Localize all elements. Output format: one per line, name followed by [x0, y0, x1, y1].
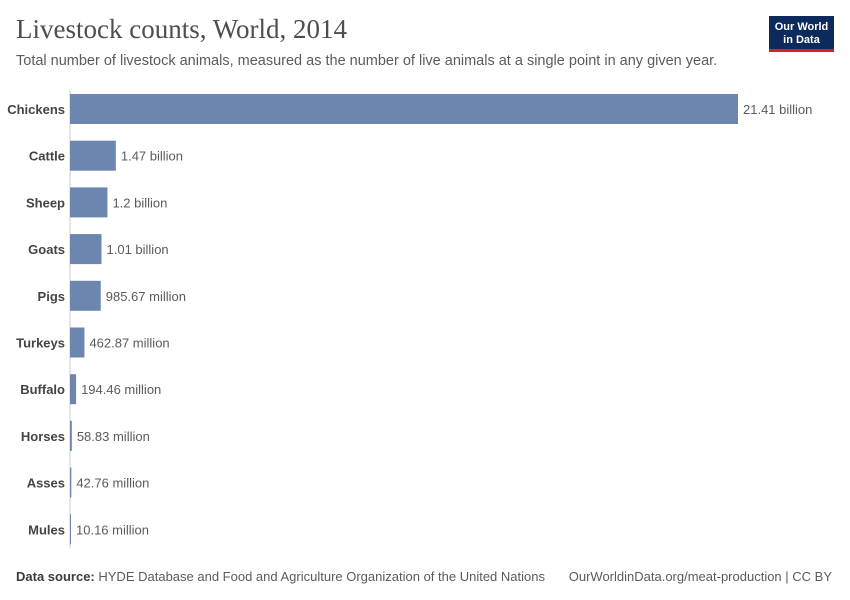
value-label: 1.47 billion: [121, 149, 183, 164]
value-label: 1.01 billion: [107, 242, 169, 257]
bar-pigs[interactable]: [70, 280, 101, 311]
bar-sheep[interactable]: [70, 187, 108, 218]
category-label: Sheep: [26, 195, 65, 210]
footer-url[interactable]: OurWorldinData.org/meat-production | CC …: [568, 569, 832, 584]
bar-cattle[interactable]: [70, 140, 116, 171]
footer-source: Data source: HYDE Database and Food and …: [16, 569, 545, 584]
value-label: 194.46 million: [81, 382, 161, 397]
source-label: Data source:: [16, 569, 95, 584]
bar-chickens[interactable]: [70, 94, 738, 124]
owid-logo[interactable]: Our World in Data: [769, 16, 834, 52]
source-text: HYDE Database and Food and Agriculture O…: [98, 569, 545, 584]
value-label: 462.87 million: [89, 336, 169, 351]
category-label: Pigs: [38, 289, 65, 304]
bar-asses[interactable]: [70, 467, 72, 498]
category-label: Horses: [21, 429, 65, 444]
category-label: Buffalo: [20, 382, 65, 397]
category-label: Chickens: [7, 102, 65, 117]
chart-subtitle: Total number of livestock animals, measu…: [16, 53, 718, 69]
value-label: 42.76 million: [76, 476, 149, 491]
bar-goats[interactable]: [70, 234, 102, 265]
bar-mules[interactable]: [70, 514, 71, 545]
category-label: Mules: [28, 522, 65, 537]
logo-line-2: in Data: [783, 34, 820, 46]
value-label: 985.67 million: [106, 289, 186, 304]
value-label: 10.16 million: [76, 522, 149, 537]
chart-title: Livestock counts, World, 2014: [16, 14, 348, 44]
category-label: Cattle: [29, 149, 65, 164]
bar-turkeys[interactable]: [70, 327, 85, 358]
bar-horses[interactable]: [70, 420, 72, 451]
category-label: Asses: [27, 476, 65, 491]
logo-line-1: Our World: [774, 21, 829, 33]
value-label: 21.41 billion: [743, 102, 812, 117]
value-label: 58.83 million: [77, 429, 150, 444]
bar-buffalo[interactable]: [70, 374, 77, 405]
category-label: Goats: [28, 242, 65, 257]
value-label: 1.2 billion: [112, 195, 167, 210]
category-label: Turkeys: [16, 336, 65, 351]
